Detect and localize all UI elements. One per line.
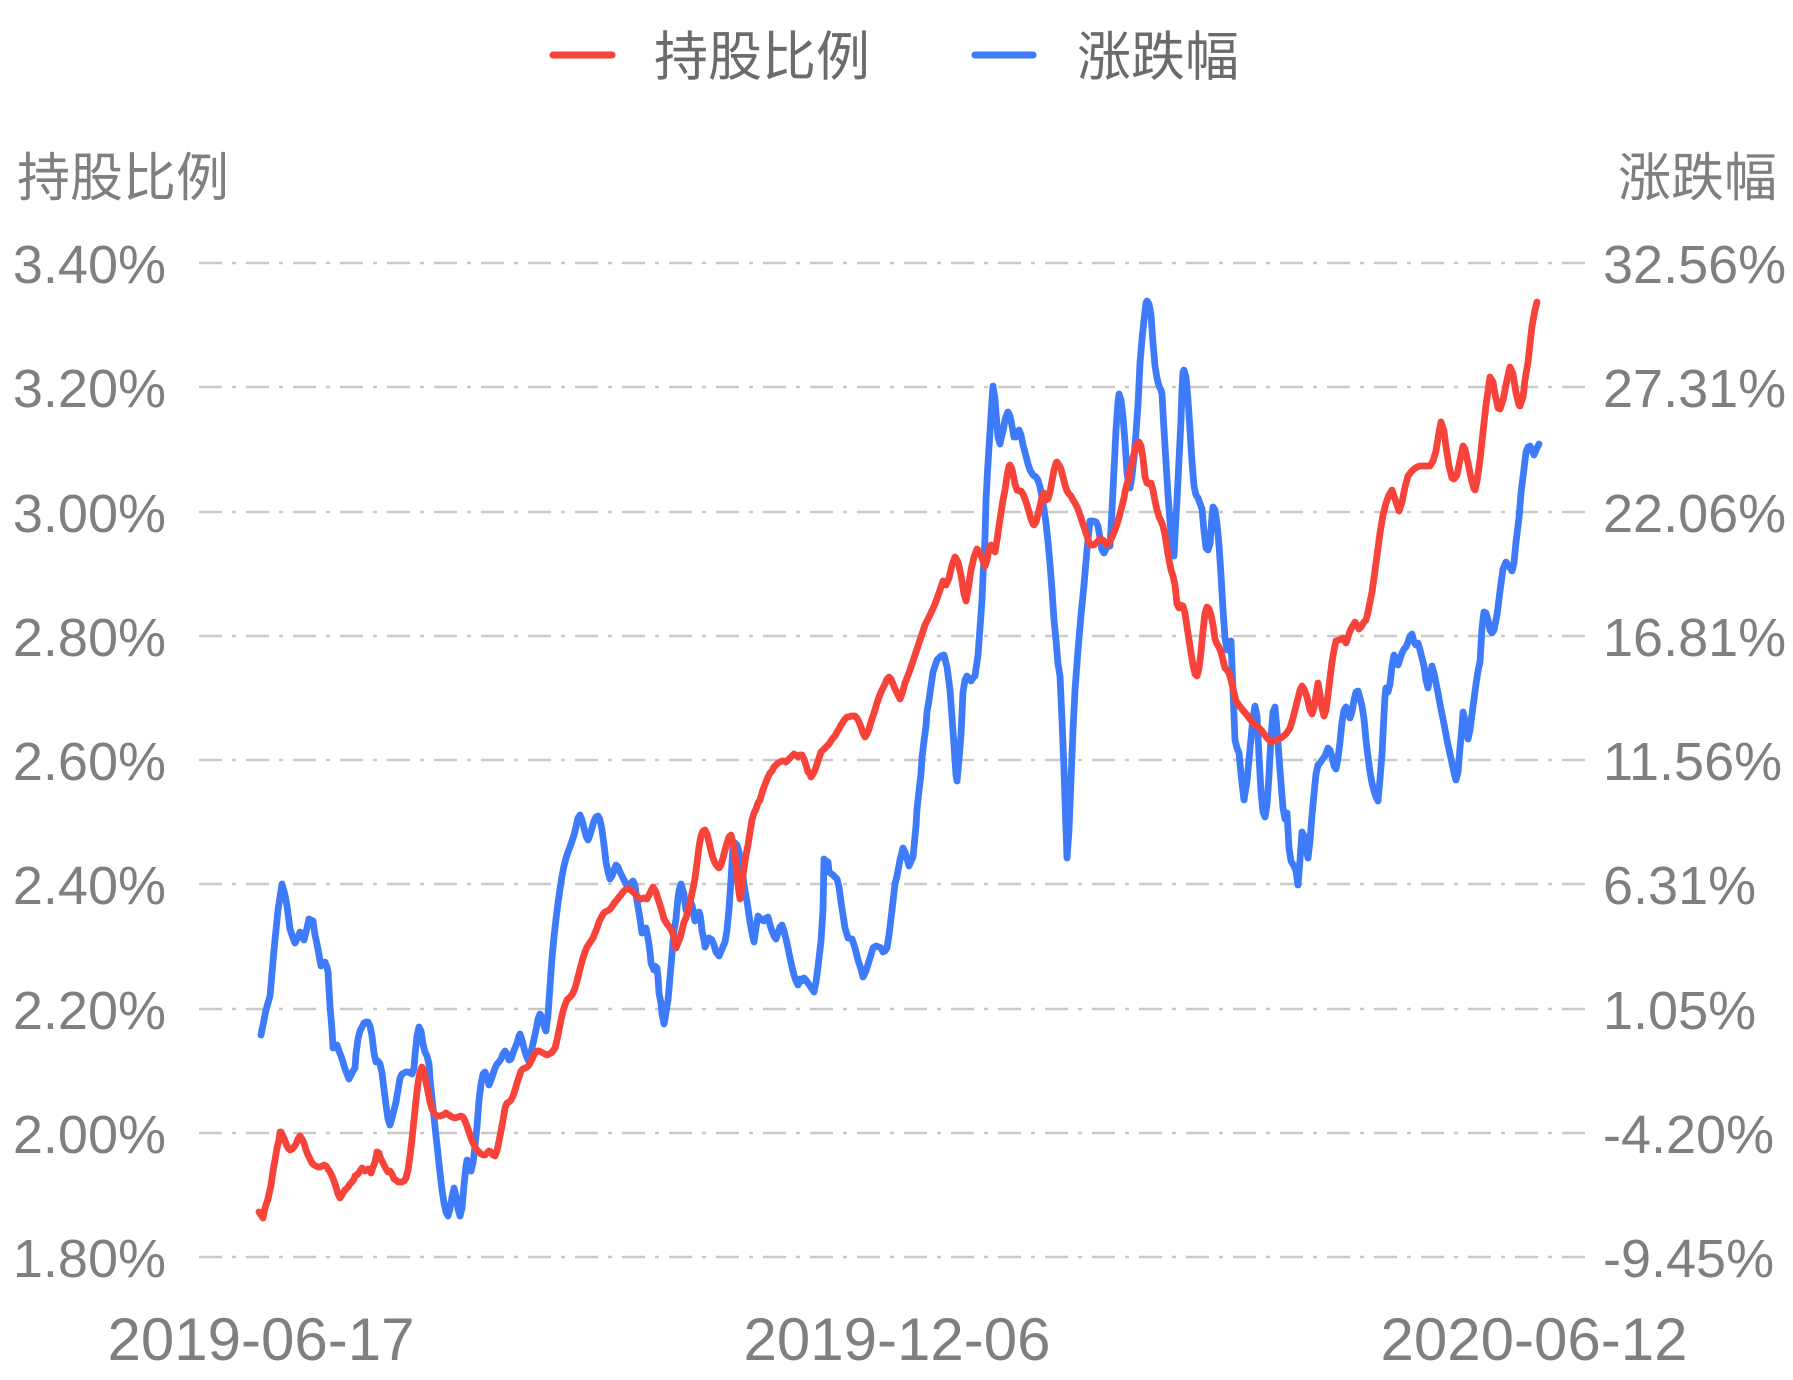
svg-text:22.06%: 22.06% xyxy=(1603,484,1786,544)
svg-text:2019-12-06: 2019-12-06 xyxy=(744,1306,1051,1373)
svg-text:3.00%: 3.00% xyxy=(13,484,166,544)
svg-text:2020-06-12: 2020-06-12 xyxy=(1381,1306,1688,1373)
svg-text:2.20%: 2.20% xyxy=(13,981,166,1041)
svg-text:2.60%: 2.60% xyxy=(13,732,166,792)
svg-text:1.05%: 1.05% xyxy=(1603,981,1756,1041)
svg-text:32.56%: 32.56% xyxy=(1603,235,1786,295)
svg-text:3.20%: 3.20% xyxy=(13,359,166,419)
svg-text:2019-06-17: 2019-06-17 xyxy=(108,1306,415,1373)
svg-text:2.80%: 2.80% xyxy=(13,608,166,668)
svg-text:11.56%: 11.56% xyxy=(1603,732,1782,792)
svg-text:16.81%: 16.81% xyxy=(1603,608,1786,668)
svg-text:1.80%: 1.80% xyxy=(13,1229,166,1289)
svg-text:3.40%: 3.40% xyxy=(13,235,166,295)
svg-text:-4.20%: -4.20% xyxy=(1603,1105,1774,1165)
svg-text:-9.45%: -9.45% xyxy=(1603,1229,1774,1289)
svg-text:2.40%: 2.40% xyxy=(13,856,166,916)
svg-text:6.31%: 6.31% xyxy=(1603,856,1756,916)
svg-text:2.00%: 2.00% xyxy=(13,1105,166,1165)
svg-text:27.31%: 27.31% xyxy=(1603,359,1786,419)
